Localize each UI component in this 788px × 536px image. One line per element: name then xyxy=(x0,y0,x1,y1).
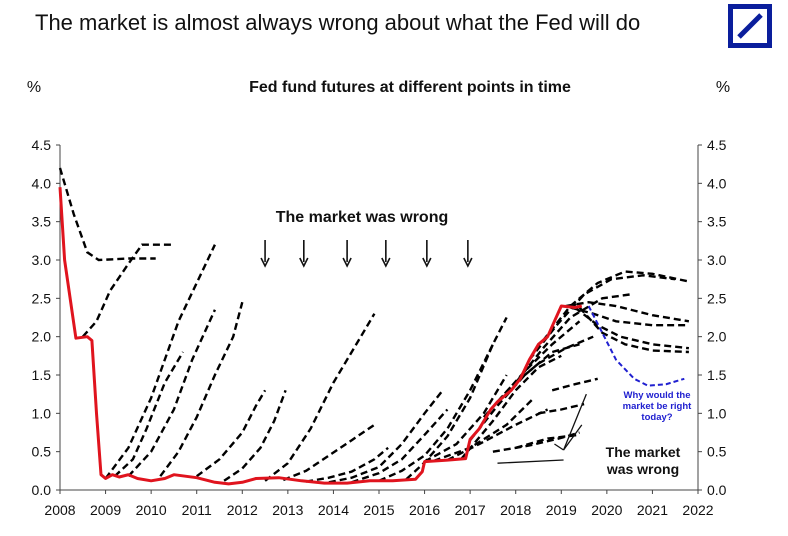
x-tick-label: 2009 xyxy=(90,502,121,518)
futures-series-line xyxy=(282,423,376,482)
text-line: The market xyxy=(606,444,681,460)
x-tick-label: 2010 xyxy=(136,502,167,518)
futures-series-line xyxy=(127,309,216,478)
annotation-market-wrong-right: The market was wrong xyxy=(606,444,681,477)
annotation-market-wrong-top: The market was wrong xyxy=(276,209,449,226)
futures-series-line xyxy=(81,243,174,338)
text-line: today? xyxy=(641,412,672,423)
futures-series-line xyxy=(570,306,689,327)
today-outlook-line xyxy=(587,305,685,387)
futures-series-line xyxy=(58,167,156,262)
annotation-pointer-line xyxy=(554,443,564,451)
down-arrow-head xyxy=(260,257,270,268)
y-axis-label-left: % xyxy=(27,79,41,96)
y-tick-label-right: 3.5 xyxy=(707,214,727,230)
page-headline: The market is almost always wrong about … xyxy=(35,10,641,35)
futures-series-line xyxy=(496,320,581,403)
down-arrow-head xyxy=(422,257,432,268)
futures-series-line xyxy=(351,408,449,484)
y-tick-label-left: 3.5 xyxy=(32,214,52,230)
annotation-why-right-today: Why would the market be right today? xyxy=(623,390,692,423)
x-tick-label: 2019 xyxy=(546,502,577,518)
x-tick-label: 2015 xyxy=(363,502,394,518)
y-tick-label-right: 4.0 xyxy=(707,175,727,191)
down-arrow-head xyxy=(463,257,473,268)
text-line: Why would the xyxy=(623,390,690,401)
futures-series-line xyxy=(424,374,508,463)
text-line: market be right xyxy=(623,401,692,412)
futures-series-line xyxy=(378,343,494,482)
x-tick-label: 2020 xyxy=(591,502,622,518)
x-tick-label: 2008 xyxy=(44,502,75,518)
x-tick-label: 2021 xyxy=(637,502,668,518)
futures-series-line xyxy=(113,351,185,478)
y-tick-label-left: 4.0 xyxy=(32,175,52,191)
futures-series-line xyxy=(538,402,585,415)
x-tick-label: 2016 xyxy=(409,502,440,518)
y-tick-label-right: 3.0 xyxy=(707,252,727,268)
y-tick-label-right: 1.5 xyxy=(707,367,727,383)
futures-series-line xyxy=(104,244,216,480)
futures-series-line xyxy=(305,446,389,483)
y-tick-label-left: 1.0 xyxy=(32,405,52,421)
down-arrow-head xyxy=(381,257,391,268)
y-tick-label-right: 1.0 xyxy=(707,405,727,421)
futures-series-line xyxy=(515,433,580,449)
futures-series-line xyxy=(446,408,549,462)
x-tick-label: 2022 xyxy=(682,502,713,518)
annotation-pointer-line xyxy=(497,459,564,464)
x-tick-label: 2014 xyxy=(318,502,349,518)
y-tick-label-left: 1.5 xyxy=(32,367,52,383)
y-tick-label-right: 0.0 xyxy=(707,482,727,498)
y-tick-label-left: 3.0 xyxy=(32,252,52,268)
futures-series-line xyxy=(328,389,444,484)
text-line: was wrong xyxy=(606,461,679,477)
futures-series-line xyxy=(460,354,562,461)
y-tick-label-right: 0.5 xyxy=(707,444,727,460)
futures-series-line xyxy=(405,316,508,481)
y-tick-label-left: 2.5 xyxy=(32,290,52,306)
futures-series-line xyxy=(565,300,690,323)
y-axis-label-right: % xyxy=(716,79,730,96)
futures-series-line xyxy=(159,301,244,477)
logo-slash-icon xyxy=(737,13,763,39)
x-tick-label: 2013 xyxy=(272,502,303,518)
y-tick-label-right: 4.5 xyxy=(707,137,727,153)
futures-series-line xyxy=(223,389,287,482)
y-tick-label-left: 4.5 xyxy=(32,137,52,153)
futures-series-line xyxy=(433,397,535,463)
y-tick-label-left: 0.0 xyxy=(32,482,52,498)
futures-series-line xyxy=(264,313,376,482)
x-tick-label: 2018 xyxy=(500,502,531,518)
down-arrow-head xyxy=(299,257,309,268)
x-tick-label: 2012 xyxy=(227,502,258,518)
y-tick-label-left: 0.5 xyxy=(32,444,52,460)
down-arrow-head xyxy=(342,257,352,268)
y-tick-label-right: 2.0 xyxy=(707,329,727,345)
futures-series-line xyxy=(195,389,267,478)
annotation-pointer-line xyxy=(562,393,587,451)
deutsche-bank-logo xyxy=(728,4,772,48)
y-tick-label-left: 2.0 xyxy=(32,329,52,345)
chart-title: Fed fund futures at different points in … xyxy=(249,79,571,96)
annotation-pointer-line xyxy=(563,424,583,451)
futures-series-line xyxy=(578,306,689,354)
futures-series-line xyxy=(574,306,690,350)
y-tick-label-right: 2.5 xyxy=(707,290,727,306)
x-tick-label: 2017 xyxy=(455,502,486,518)
futures-series-line xyxy=(551,377,598,392)
futures-series-line xyxy=(542,270,690,342)
actual-fed-funds-line xyxy=(58,187,583,486)
x-tick-label: 2011 xyxy=(182,502,212,518)
